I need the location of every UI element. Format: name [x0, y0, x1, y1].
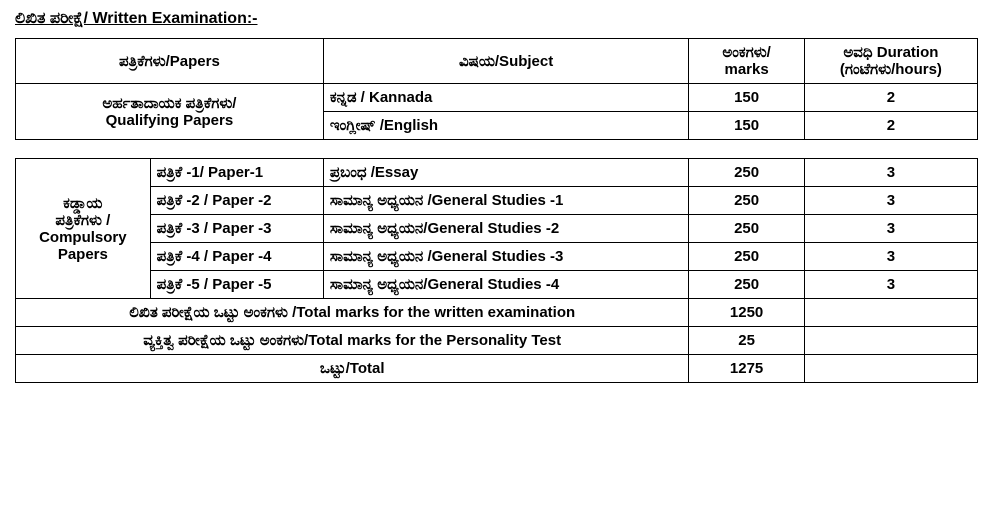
cell-marks: 150 — [689, 84, 804, 112]
qualifying-label-l1: ಅರ್ಹತಾದಾಯಕ ಪತ್ರಿಕೆಗಳು/ — [102, 95, 236, 112]
empty-cell — [804, 327, 977, 355]
total-row: ಒಟ್ಟು/Total 1275 — [16, 355, 978, 383]
table-row: ಅರ್ಹತಾದಾಯಕ ಪತ್ರಿಕೆಗಳು/ Qualifying Papers… — [16, 84, 978, 112]
total-row: ಲಿಖಿತ ಪರೀಕ್ಷೆಯ ಒಟ್ಟು ಅಂಕಗಳು /Total marks… — [16, 299, 978, 327]
cell-duration: 3 — [804, 215, 977, 243]
cell-marks: 250 — [689, 159, 804, 187]
cell-paper: ಪತ್ರಿಕೆ -1/ Paper-1 — [150, 159, 323, 187]
table-row: ಪತ್ರಿಕೆ -2 / Paper -2 ಸಾಮಾನ್ಯ ಅಧ್ಯಯನ /Ge… — [16, 187, 978, 215]
header-duration-l1: ಅವಧಿ Duration — [843, 44, 938, 61]
cell-duration: 2 — [804, 112, 977, 140]
qualifying-label: ಅರ್ಹತಾದಾಯಕ ಪತ್ರಿಕೆಗಳು/ Qualifying Papers — [16, 84, 324, 140]
header-duration: ಅವಧಿ Duration (ಗಂಟೆಗಳು/hours) — [804, 39, 977, 84]
compulsory-label-l3: Compulsory — [39, 229, 127, 246]
compulsory-label: ಕಡ್ಡಾಯ ಪತ್ರಿಕೆಗಳು / Compulsory Papers — [16, 159, 151, 299]
cell-subject: ಸಾಮಾನ್ಯ ಅಧ್ಯಯನ /General Studies -3 — [323, 243, 689, 271]
cell-subject: ಸಾಮಾನ್ಯ ಅಧ್ಯಯನ /General Studies -1 — [323, 187, 689, 215]
total-personality-label: ವ್ಯಕ್ತಿತ್ವ ಪರೀಕ್ಷೆಯ ಒಟ್ಟು ಅಂಕಗಳು/Total m… — [16, 327, 689, 355]
table-row: ಪತ್ರಿಕೆ -4 / Paper -4 ಸಾಮಾನ್ಯ ಅಧ್ಯಯನ /Ge… — [16, 243, 978, 271]
table-row: ಪತ್ರಿಕೆ -3 / Paper -3 ಸಾಮಾನ್ಯ ಅಧ್ಯಯನ/Gen… — [16, 215, 978, 243]
total-personality-marks: 25 — [689, 327, 804, 355]
compulsory-label-l4: Papers — [58, 246, 108, 263]
cell-marks: 250 — [689, 215, 804, 243]
total-label: ಒಟ್ಟು/Total — [16, 355, 689, 383]
cell-subject: ಸಾಮಾನ್ಯ ಅಧ್ಯಯನ/General Studies -4 — [323, 271, 689, 299]
empty-cell — [804, 355, 977, 383]
header-subject: ವಿಷಯ/Subject — [323, 39, 689, 84]
cell-duration: 2 — [804, 84, 977, 112]
total-written-marks: 1250 — [689, 299, 804, 327]
cell-marks: 250 — [689, 271, 804, 299]
total-marks: 1275 — [689, 355, 804, 383]
cell-duration: 3 — [804, 243, 977, 271]
total-row: ವ್ಯಕ್ತಿತ್ವ ಪರೀಕ್ಷೆಯ ಒಟ್ಟು ಅಂಕಗಳು/Total m… — [16, 327, 978, 355]
cell-subject: ಇಂಗ್ಲೀಷ್ /English — [323, 112, 689, 140]
table-row: ಕಡ್ಡಾಯ ಪತ್ರಿಕೆಗಳು / Compulsory Papers ಪತ… — [16, 159, 978, 187]
cell-subject: ಪ್ರಬಂಧ /Essay — [323, 159, 689, 187]
empty-cell — [804, 299, 977, 327]
qualifying-label-l2: Qualifying Papers — [106, 112, 234, 129]
cell-marks: 250 — [689, 243, 804, 271]
header-marks-l2: marks — [724, 61, 768, 78]
cell-paper: ಪತ್ರಿಕೆ -3 / Paper -3 — [150, 215, 323, 243]
header-papers: ಪತ್ರಿಕೆಗಳು/Papers — [16, 39, 324, 84]
cell-marks: 250 — [689, 187, 804, 215]
cell-paper: ಪತ್ರಿಕೆ -2 / Paper -2 — [150, 187, 323, 215]
cell-duration: 3 — [804, 187, 977, 215]
cell-duration: 3 — [804, 159, 977, 187]
cell-paper: ಪತ್ರಿಕೆ -5 / Paper -5 — [150, 271, 323, 299]
cell-marks: 150 — [689, 112, 804, 140]
table-row: ಪತ್ರಿಕೆ -5 / Paper -5 ಸಾಮಾನ್ಯ ಅಧ್ಯಯನ/Gen… — [16, 271, 978, 299]
cell-subject: ಸಾಮಾನ್ಯ ಅಧ್ಯಯನ/General Studies -2 — [323, 215, 689, 243]
cell-subject: ಕನ್ನಡ / Kannada — [323, 84, 689, 112]
total-written-label: ಲಿಖಿತ ಪರೀಕ್ಷೆಯ ಒಟ್ಟು ಅಂಕಗಳು /Total marks… — [16, 299, 689, 327]
header-marks: ಅಂಕಗಳು/ marks — [689, 39, 804, 84]
qualifying-table: ಪತ್ರಿಕೆಗಳು/Papers ವಿಷಯ/Subject ಅಂಕಗಳು/ m… — [15, 38, 978, 140]
cell-paper: ಪತ್ರಿಕೆ -4 / Paper -4 — [150, 243, 323, 271]
table-header-row: ಪತ್ರಿಕೆಗಳು/Papers ವಿಷಯ/Subject ಅಂಕಗಳು/ m… — [16, 39, 978, 84]
section-heading: ಲಿಖಿತ ಪರೀಕ್ಷೆ/ Written Examination:- — [15, 10, 978, 28]
table-spacer — [15, 140, 978, 158]
header-marks-l1: ಅಂಕಗಳು/ — [722, 44, 770, 61]
compulsory-label-l1: ಕಡ್ಡಾಯ — [63, 195, 102, 212]
compulsory-label-l2: ಪತ್ರಿಕೆಗಳು / — [55, 212, 110, 229]
cell-duration: 3 — [804, 271, 977, 299]
header-duration-l2: (ಗಂಟೆಗಳು/hours) — [840, 61, 942, 78]
compulsory-table: ಕಡ್ಡಾಯ ಪತ್ರಿಕೆಗಳು / Compulsory Papers ಪತ… — [15, 158, 978, 383]
